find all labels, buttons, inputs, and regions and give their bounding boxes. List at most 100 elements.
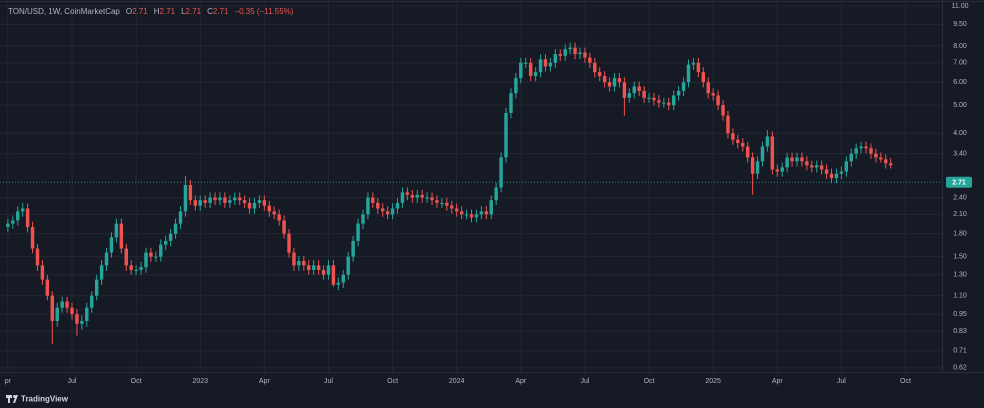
candle-body (109, 237, 114, 253)
candle-body (622, 82, 627, 98)
candle-body (385, 211, 390, 215)
candle-body (75, 314, 79, 324)
candle-body (676, 90, 681, 96)
candle-body (627, 93, 632, 98)
x-tick-label: Jul (324, 378, 333, 385)
candle-body (277, 214, 281, 221)
candle-body (849, 153, 853, 162)
candle-body (805, 161, 809, 166)
candle-body (553, 54, 558, 63)
candle-body (509, 93, 513, 113)
candle-body (524, 62, 528, 64)
candle-body (662, 102, 666, 104)
candle-body (198, 200, 202, 206)
candle-body (785, 157, 789, 168)
y-tick-label: 0.95 (953, 311, 967, 318)
candle-body (548, 62, 553, 67)
candle-body (149, 252, 153, 257)
x-tick-label: Oct (131, 378, 142, 385)
candle-body (326, 265, 331, 275)
change: −0.35 (−11.55%) (234, 7, 293, 16)
candle-body (60, 301, 64, 308)
candle-body (420, 194, 424, 198)
candle-body (366, 197, 370, 215)
candle-body (681, 82, 686, 91)
candle-body (380, 208, 385, 212)
candle-body (16, 211, 20, 221)
candle-body (864, 146, 868, 149)
candle-body (716, 95, 720, 106)
candle-body (795, 157, 799, 162)
candle-body (134, 269, 138, 271)
candle-body (11, 220, 15, 224)
candle-body (65, 301, 69, 308)
candle-body (454, 208, 459, 212)
y-tick-label: 8.00 (953, 43, 967, 50)
candle-body (242, 200, 247, 203)
x-tick-label: pr (5, 378, 12, 385)
candle-body (815, 165, 819, 168)
candle-body (819, 165, 824, 170)
candle-body (163, 240, 168, 245)
candle-body (494, 187, 498, 201)
y-tick-label: 4.00 (953, 130, 967, 137)
brand-logo (8, 395, 10, 403)
candle-body (711, 93, 715, 96)
y-tick-label: 1.30 (953, 272, 967, 279)
candle-body (435, 200, 439, 203)
candles (6, 42, 893, 344)
candle-body (459, 211, 464, 215)
candle-body (45, 279, 50, 296)
candle-body (479, 211, 484, 215)
ohlc-value: 2.71 (159, 7, 175, 16)
candle-body (844, 161, 849, 172)
candle-body (208, 197, 212, 203)
candle-body (839, 171, 844, 174)
candle-body (228, 200, 232, 203)
candle-body (642, 90, 646, 98)
candle-body (588, 57, 592, 63)
y-tick-label: 7.00 (953, 60, 967, 67)
candle-body (336, 282, 341, 285)
y-tick-label: 0.71 (953, 348, 967, 355)
ohlc-value: 2.71 (186, 7, 202, 16)
candle-body (489, 200, 493, 215)
candle-body (85, 307, 89, 321)
candle-body (114, 223, 119, 238)
candle-body (267, 205, 272, 212)
candle-body (701, 72, 706, 83)
candle-body (602, 76, 607, 83)
x-tick-label: Apr (772, 378, 784, 385)
candle-body (578, 52, 582, 55)
candle-body (405, 192, 410, 195)
candle-body (390, 208, 395, 215)
candle-body (159, 244, 163, 257)
y-tick-label: 1.80 (953, 231, 967, 238)
candle-body (474, 214, 479, 218)
candle-body (745, 146, 750, 158)
candle-body (726, 115, 730, 134)
x-tick-label: Oct (900, 378, 911, 385)
candle-body (854, 148, 858, 154)
x-tick-label: 2025 (705, 378, 721, 385)
candle-body (869, 148, 873, 154)
x-tick-label: 2024 (449, 378, 465, 385)
candle-body (70, 307, 74, 315)
candle-body (538, 59, 543, 73)
candle-body (810, 165, 814, 168)
price-label-box (946, 176, 972, 188)
candle-body (760, 146, 765, 162)
candle-body (361, 214, 365, 224)
ohlc-key: O (126, 7, 132, 16)
candle-body (188, 185, 193, 201)
y-tick-label: 1.10 (953, 293, 967, 300)
candle-body (124, 248, 128, 266)
candle-body (647, 97, 651, 99)
candle-body (292, 252, 296, 266)
candle-body (415, 194, 419, 198)
candle-body (203, 200, 207, 203)
candle-body (834, 173, 839, 179)
candle-body (519, 62, 523, 79)
y-tick-label: 11.00 (952, 3, 969, 10)
